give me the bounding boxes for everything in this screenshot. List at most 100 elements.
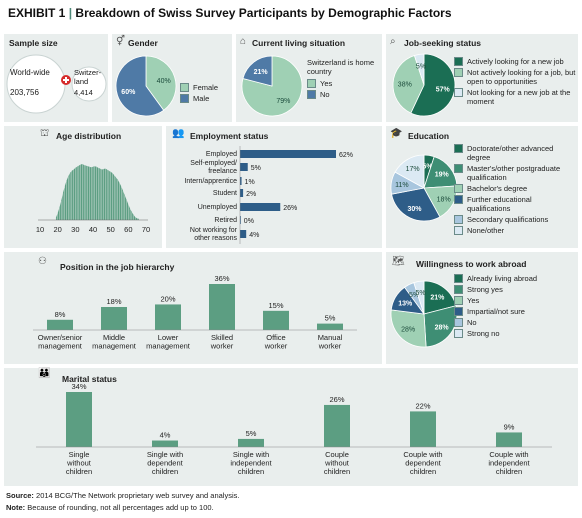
- legend-label: None/other: [467, 226, 505, 235]
- education-title: Education: [408, 131, 450, 141]
- bar-category-label: children: [152, 467, 178, 476]
- legend-label: Impartial/not sure: [467, 307, 525, 316]
- bar-category-label: children: [66, 467, 92, 476]
- legend-label: Bachelor's degree: [467, 184, 528, 193]
- age-tick-label: 30: [71, 225, 79, 234]
- employment-chart: Employed 62% Self-employed/freelance 5% Inte…: [184, 146, 353, 244]
- legend-item: Master's/other postgraduate qualificatio…: [454, 164, 576, 182]
- job-pie: 57% 38% 5%: [392, 53, 456, 117]
- legend-label: Not actively looking for a job, but open…: [467, 68, 576, 86]
- bar-category-label: children: [496, 467, 522, 476]
- hierarchy-chart: 8%Owner/seniormanagement18%Middlemanagem…: [33, 274, 357, 351]
- bar-category-label: Single with: [147, 450, 183, 459]
- bar-value-label: 20%: [160, 294, 175, 303]
- legend-label: Strong no: [467, 329, 500, 338]
- legend-label: Yes: [467, 296, 480, 305]
- bar-category-label: children: [238, 467, 264, 476]
- employment-category-label: Retired: [214, 217, 237, 224]
- marital-title: Marital status: [62, 374, 117, 384]
- bar-category-label: management: [146, 342, 191, 351]
- legend-swatch: [180, 94, 189, 103]
- legend-label: Male: [193, 94, 210, 103]
- bar-value-label: 4%: [160, 431, 171, 440]
- job-title: Job-seeking status: [404, 38, 481, 48]
- pie-slice: [145, 55, 177, 111]
- bar-category-label: without: [324, 459, 350, 468]
- bar-category-label: worker: [264, 342, 288, 351]
- age-tick-label: 60: [124, 225, 132, 234]
- bar: [496, 432, 522, 447]
- employment-category-label: other reasons: [194, 235, 237, 242]
- legend-label: Doctorate/other advanced degree: [467, 144, 554, 162]
- legend-swatch: [180, 83, 189, 92]
- bar: [47, 319, 73, 330]
- world-map-icon: 🗺: [392, 256, 405, 267]
- panel-employment: [166, 126, 382, 248]
- bar: [101, 307, 127, 330]
- pie-slice: [413, 53, 425, 86]
- gender-title: Gender: [128, 38, 158, 48]
- legend-item: Strong no: [454, 329, 576, 338]
- legend-item: Not actively looking for a job, but open…: [454, 68, 576, 86]
- bar-category-label: Lower: [158, 333, 179, 342]
- legend-item: Doctorate/other advanced degree: [454, 144, 576, 162]
- bar-category-label: management: [92, 342, 137, 351]
- source-text: 2014 BCG/The Network proprietary web sur…: [36, 491, 240, 500]
- legend-item: Strong yes: [454, 285, 576, 294]
- bar-category-label: management: [38, 342, 83, 351]
- age-tick-label: 20: [53, 225, 61, 234]
- employment-title: Employment status: [190, 131, 269, 141]
- sample-size-graphic: [6, 54, 107, 114]
- slice-label: 57%: [436, 87, 451, 94]
- age-title: Age distribution: [56, 131, 122, 141]
- legend-swatch: [454, 184, 463, 193]
- bar-category-label: children: [410, 467, 436, 476]
- legend-item: Impartial/not sure: [454, 307, 576, 316]
- bar-category-label: independent: [488, 459, 530, 468]
- employment-value-label: 2%: [246, 191, 256, 198]
- legend-swatch: [454, 88, 463, 97]
- bar: [324, 404, 350, 447]
- bar: [317, 323, 343, 330]
- legend-swatch: [307, 90, 316, 99]
- slice-label: 11%: [395, 182, 409, 189]
- panel-hierarchy: [4, 252, 382, 364]
- legend-label: Yes: [320, 79, 333, 88]
- slice-label: 5%: [422, 163, 433, 170]
- pie-slice: [392, 55, 425, 114]
- bar-category-label: dependent: [147, 459, 183, 468]
- magnifier-icon: ⌕: [390, 36, 396, 47]
- bar-value-label: 15%: [268, 301, 283, 310]
- family-icon: 👪: [38, 368, 51, 379]
- legend-swatch: [454, 296, 463, 305]
- legend-item: Secondary qualifications: [454, 215, 576, 224]
- bar: [152, 440, 178, 447]
- bar-value-label: 36%: [214, 274, 229, 283]
- bar: [66, 392, 92, 447]
- legend-swatch: [454, 195, 463, 204]
- pie-slice: [115, 55, 165, 117]
- legend-swatch: [454, 215, 463, 224]
- bar-value-label: 8%: [55, 310, 66, 319]
- abroad-legend: Already living abroad Strong yes Yes Imp…: [454, 274, 576, 340]
- legend-label: Actively looking for a new job: [467, 57, 564, 66]
- legend-item: Already living abroad: [454, 274, 576, 283]
- employment-bar: [240, 189, 244, 197]
- employment-value-label: 1%: [245, 179, 255, 186]
- panel-marital: [4, 368, 578, 486]
- bar-value-label: 22%: [415, 401, 430, 410]
- bar-value-label: 5%: [246, 429, 257, 438]
- employment-value-label: 0%: [244, 218, 254, 225]
- legend-item: No: [454, 318, 576, 327]
- legend-swatch: [454, 226, 463, 235]
- bar-category-label: worker: [318, 342, 342, 351]
- slice-label: 13%: [398, 300, 413, 307]
- slice-label: 40%: [157, 78, 171, 85]
- slice-label: 60%: [121, 89, 136, 96]
- education-legend: Doctorate/other advanced degree Master's…: [454, 144, 576, 237]
- bar-category-label: Couple with: [489, 450, 528, 459]
- slice-label: 79%: [276, 98, 290, 105]
- employment-bar: [240, 216, 241, 224]
- gender-icon: ⚥: [116, 36, 126, 47]
